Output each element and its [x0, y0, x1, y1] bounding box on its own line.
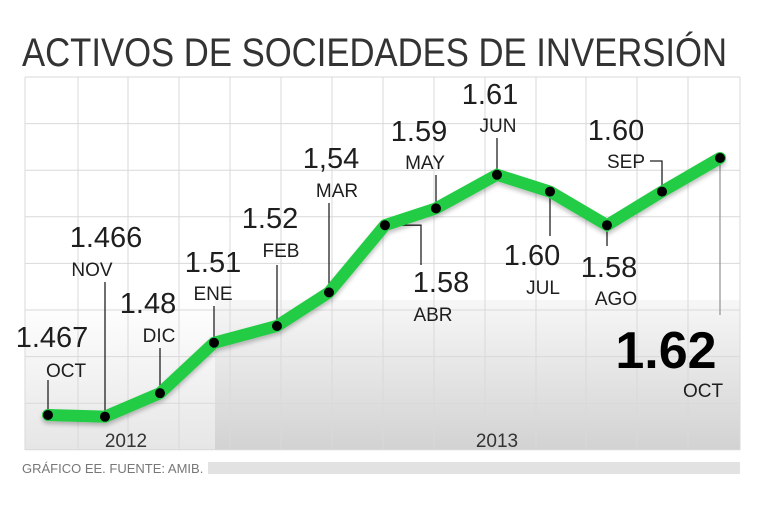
data-labels: 1.467 OCT 1.466 NOV 1.48 DIC 1.51 ENE 1.52 FEB 1,5… — [16, 79, 724, 402]
chart-title: ACTIVOS DE SOCIEDADES DE INVERSIÓN — [22, 30, 727, 75]
month-label: NOV — [71, 260, 113, 281]
leader-line — [650, 160, 663, 192]
value-label: 1,54 — [303, 143, 359, 175]
data-point-ene — [209, 337, 219, 348]
value-label: 1.51 — [185, 247, 241, 279]
month-label: JUL — [526, 278, 560, 299]
data-point-oct — [715, 153, 725, 163]
month-label: JUN — [480, 116, 517, 137]
value-label: 1.62 — [615, 322, 716, 380]
month-label: DIC — [143, 326, 176, 347]
value-label: 1.61 — [462, 79, 518, 111]
data-point-ago — [602, 220, 612, 231]
footer-bar — [208, 462, 740, 474]
data-point-nov — [100, 411, 110, 422]
year-label-2013: 2013 — [476, 431, 518, 452]
year-label-2012: 2012 — [105, 431, 147, 452]
data-point-oct — [43, 410, 53, 420]
data-point-mar — [324, 287, 334, 298]
month-label: FEB — [263, 241, 300, 262]
value-label: 1.48 — [120, 288, 176, 320]
grid — [24, 76, 741, 451]
month-label: ABR — [413, 305, 452, 326]
month-label: SEP — [607, 152, 645, 173]
data-point-sep — [657, 186, 667, 197]
value-label: 1.60 — [504, 240, 560, 272]
plot-lower-shade-2013 — [215, 300, 740, 450]
data-point-jun — [492, 169, 502, 180]
month-label: AGO — [595, 289, 637, 310]
data-point-abr — [380, 220, 390, 231]
source-note: GRÁFICO EE. FUENTE: AMIB. — [22, 461, 203, 476]
data-point-jul — [545, 186, 555, 197]
value-label: 1.58 — [413, 267, 469, 299]
month-label: MAY — [405, 153, 445, 174]
month-label: MAR — [316, 181, 358, 202]
data-point-dic — [155, 388, 165, 399]
month-label: OCT — [46, 361, 87, 382]
value-label: 1.60 — [588, 115, 644, 147]
data-points — [43, 153, 725, 422]
data-point-feb — [272, 320, 282, 331]
value-label: 1.466 — [70, 222, 143, 254]
value-label: 1.58 — [581, 252, 637, 284]
month-label: OCT — [683, 381, 724, 402]
month-label: ENE — [193, 284, 232, 305]
data-point-may — [431, 203, 441, 214]
value-label: 1.52 — [242, 203, 298, 235]
value-label: 1.467 — [16, 322, 89, 354]
value-label: 1.59 — [391, 116, 447, 148]
